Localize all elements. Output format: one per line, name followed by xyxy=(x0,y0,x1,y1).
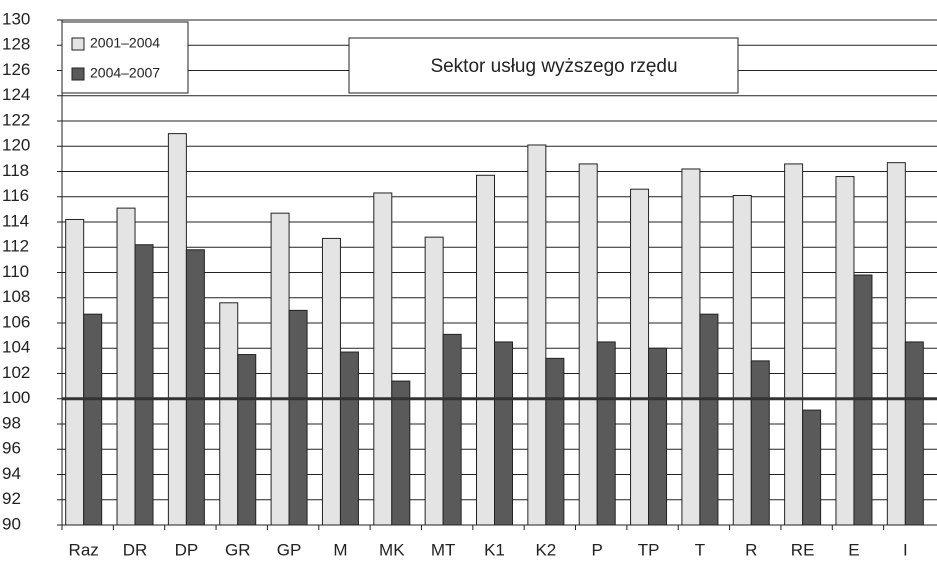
y-tick-label: 110 xyxy=(2,262,29,281)
bar xyxy=(237,354,257,526)
y-tick-label: 102 xyxy=(2,363,30,382)
legend-swatch xyxy=(71,37,85,51)
bar xyxy=(596,341,616,526)
bar xyxy=(630,188,650,526)
x-tick-label: K2 xyxy=(535,540,556,559)
bar xyxy=(321,237,341,526)
x-tick-label: MK xyxy=(379,540,405,559)
bar xyxy=(167,133,187,526)
bar xyxy=(835,176,855,526)
y-tick-label: 94 xyxy=(2,464,21,483)
x-tick-label: TP xyxy=(638,540,660,559)
legend-box xyxy=(61,21,189,94)
bar xyxy=(65,218,85,526)
y-tick-label: 128 xyxy=(2,35,30,54)
bar xyxy=(288,309,308,526)
legend-label: 2004–2007 xyxy=(90,65,160,81)
legend-swatch xyxy=(71,67,85,81)
y-tick-label: 106 xyxy=(2,312,30,331)
x-tick-label: R xyxy=(745,540,757,559)
y-tick-label: 92 xyxy=(2,489,21,508)
y-tick-label: 130 xyxy=(2,9,30,28)
x-tick-label: T xyxy=(695,540,705,559)
x-tick-label: GP xyxy=(277,540,302,559)
x-tick-label: P xyxy=(592,540,603,559)
x-tick-label: K1 xyxy=(484,540,505,559)
y-tick-label: 108 xyxy=(2,287,30,306)
x-tick-label: E xyxy=(848,540,859,559)
bar xyxy=(802,409,822,526)
bar xyxy=(219,302,239,526)
y-tick-label: 126 xyxy=(2,60,30,79)
bar xyxy=(494,341,513,526)
y-tick-label: 118 xyxy=(2,161,29,180)
bar xyxy=(373,192,393,526)
x-tick-label: I xyxy=(903,540,908,559)
bar xyxy=(116,207,136,526)
y-tick-label: 90 xyxy=(2,514,21,533)
x-tick-label: Raz xyxy=(69,540,99,559)
bar xyxy=(732,194,752,526)
y-tick-label: 112 xyxy=(2,237,29,256)
x-tick-label: RE xyxy=(791,540,815,559)
y-tick-label: 104 xyxy=(2,338,30,357)
bar xyxy=(339,351,359,526)
chart-title: Sektor usług wyższego rzędu xyxy=(430,56,677,77)
y-tick-label: 98 xyxy=(2,413,21,432)
y-tick-label: 100 xyxy=(2,388,30,407)
bar xyxy=(134,244,154,526)
bar xyxy=(648,347,668,526)
bar xyxy=(681,168,701,526)
bar xyxy=(391,380,411,526)
y-tick-label: 120 xyxy=(2,136,30,155)
y-tick-label: 124 xyxy=(2,85,30,104)
y-tick-label: 116 xyxy=(2,186,29,205)
bar xyxy=(83,313,103,526)
bar xyxy=(578,163,598,526)
bar xyxy=(784,163,804,526)
x-tick-label: MT xyxy=(431,540,456,559)
bar xyxy=(424,236,444,526)
bar xyxy=(886,162,906,526)
bar xyxy=(185,249,205,526)
y-tick-label: 122 xyxy=(2,110,30,129)
bar xyxy=(270,212,290,526)
x-tick-label: GR xyxy=(225,540,251,559)
bar xyxy=(699,313,719,526)
bar xyxy=(545,357,565,526)
bar xyxy=(750,360,770,526)
y-tick-label: 114 xyxy=(2,211,29,230)
bar xyxy=(442,333,462,526)
x-tick-label: M xyxy=(333,540,347,559)
bar xyxy=(527,144,547,526)
y-tick-label: 96 xyxy=(2,439,21,458)
x-tick-label: DR xyxy=(123,540,148,559)
bar xyxy=(476,174,495,526)
bar xyxy=(904,341,924,526)
x-tick-label: DP xyxy=(175,540,199,559)
legend-label: 2001–2004 xyxy=(90,35,160,51)
title-box xyxy=(348,37,739,94)
